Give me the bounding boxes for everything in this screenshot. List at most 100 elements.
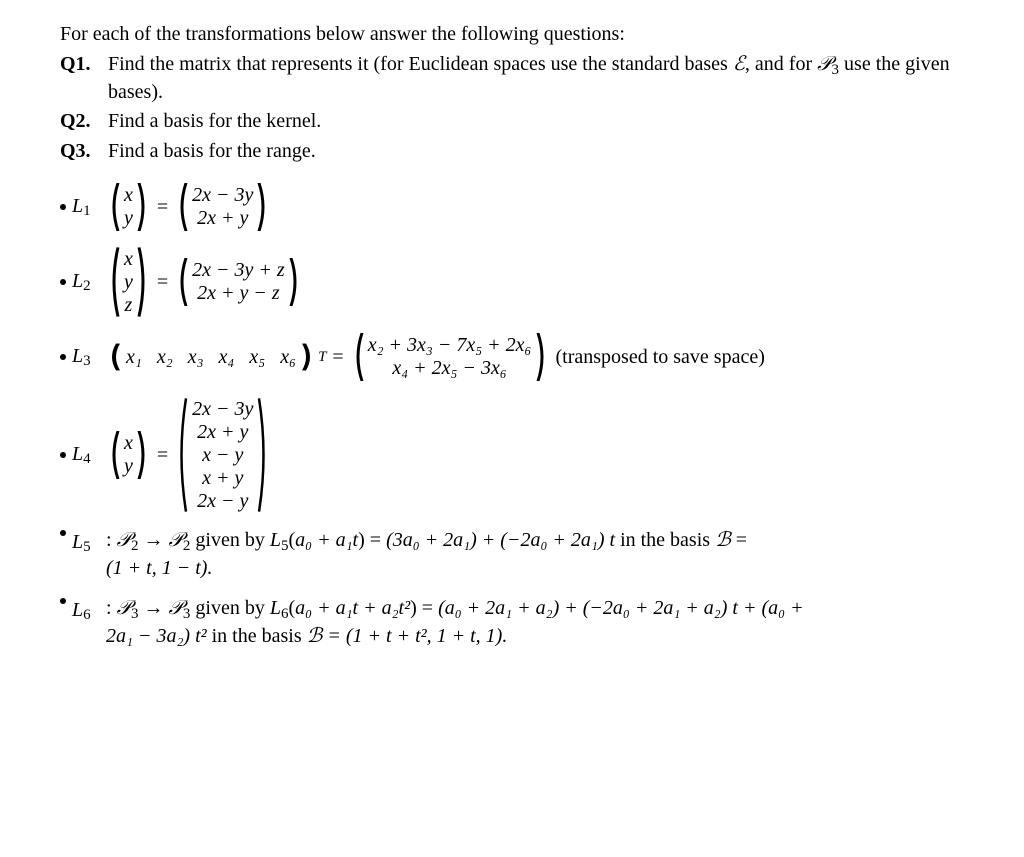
L4-eq: = bbox=[157, 443, 168, 469]
L3-x5: x₅ bbox=[249, 346, 265, 368]
L4-rhs-r1: 2x − 3y bbox=[190, 398, 255, 421]
item-L4: L4 x y = 2x − 3y 2x + y x − y x + y 2x bbox=[60, 396, 976, 514]
L3-label: L3 bbox=[60, 344, 106, 371]
L3-sub: 3 bbox=[83, 353, 91, 369]
L1-lhs-r2: y bbox=[122, 207, 135, 230]
L3-lhs-row-vector: x₁ x₂ x₃ x₄ x₅ x₆ bbox=[108, 343, 314, 371]
L6-fn-rhs1: (a₀ + 2a₁ + a₂) + (−2a₀ + 2a₁ + a₂) t + … bbox=[438, 597, 804, 619]
L1-lhs-r1: x bbox=[122, 184, 135, 207]
L4-lhs-r1: x bbox=[122, 432, 135, 455]
L5-basis-B: ℬ bbox=[715, 529, 731, 551]
L1-formula: x y = 2x − 3y 2x + y bbox=[106, 182, 976, 232]
q1-part-b: , and for bbox=[745, 53, 817, 75]
L6-fn-rhs2: 2a₁ − 3a₂) t² bbox=[106, 625, 207, 647]
L6-fn-name: L bbox=[270, 597, 281, 619]
L1-rhs-r1: 2x − 3y bbox=[190, 184, 255, 207]
L3-x6: x₆ bbox=[280, 346, 296, 368]
L3-formula: x₁ x₂ x₃ x₄ x₅ x₆ T = x₂ + 3x₃ − 7x₅ + 2… bbox=[106, 332, 976, 382]
L5-fn-arg: a₀ + a₁t bbox=[295, 529, 358, 551]
L4-rhs-r2: 2x + y bbox=[190, 421, 255, 444]
L4-rhs-vector: 2x − 3y 2x + y x − y x + y 2x − y bbox=[176, 396, 269, 514]
L6-fn-arg: a₀ + a₁t + a₂t² bbox=[295, 597, 410, 619]
L5-arrow: → bbox=[138, 529, 168, 551]
question-3: Q3. Find a basis for the range. bbox=[60, 139, 976, 165]
L3-rhs-r2: x₄ + 2x₅ − 3x₆ bbox=[366, 357, 534, 380]
L5-name: L bbox=[72, 531, 83, 553]
L2-lhs-r3: z bbox=[122, 294, 135, 317]
L1-name: L bbox=[72, 195, 83, 217]
question-1: Q1. Find the matrix that represents it (… bbox=[60, 52, 976, 106]
bullet-icon bbox=[60, 279, 66, 285]
L1-label: L1 bbox=[60, 194, 106, 221]
q1-label: Q1. bbox=[60, 52, 108, 106]
L2-name: L bbox=[72, 270, 83, 292]
L4-lhs-vector: x y bbox=[108, 430, 149, 480]
L3-x1: x₁ bbox=[126, 346, 142, 368]
L5-colon: : bbox=[106, 529, 117, 551]
L4-lhs-r2: y bbox=[122, 455, 135, 478]
L3-x2: x₂ bbox=[157, 346, 173, 368]
L2-rhs-vector: 2x − 3y + z 2x + y − z bbox=[176, 257, 301, 307]
L5-sub: 5 bbox=[83, 539, 91, 555]
q1-part-a: Find the matrix that represents it (for … bbox=[108, 53, 733, 75]
L6-colon: : bbox=[106, 597, 117, 619]
q1-script-E: ℰ bbox=[733, 53, 745, 75]
L6-given-by: given by bbox=[190, 597, 269, 619]
q2-text: Find a basis for the kernel. bbox=[108, 109, 976, 135]
L4-rhs-r4: x + y bbox=[190, 467, 255, 490]
L1-rhs-r2: 2x + y bbox=[190, 207, 255, 230]
L5-fn-rhs: (3a₀ + 2a₁) + (−2a₀ + 2a₁) t bbox=[386, 529, 615, 551]
L1-rhs-vector: 2x − 3y 2x + y bbox=[176, 182, 269, 232]
L1-lhs-vector: x y bbox=[108, 182, 149, 232]
L4-sub: 4 bbox=[83, 451, 91, 467]
page: For each of the transformations below an… bbox=[0, 0, 1024, 857]
q3-text: Find a basis for the range. bbox=[108, 139, 976, 165]
L4-label: L4 bbox=[60, 442, 106, 469]
L6-label: L6 bbox=[60, 596, 106, 650]
item-L2: L2 x y z = 2x − 3y + z 2x + y − z bbox=[60, 246, 976, 318]
L6-to-P: 𝒫 bbox=[168, 597, 182, 619]
L3-x4: x₄ bbox=[219, 346, 235, 368]
L2-eq: = bbox=[157, 270, 168, 296]
L3-x3: x₃ bbox=[188, 346, 204, 368]
bullet-icon bbox=[60, 530, 66, 536]
L5-fn-sub: 5 bbox=[281, 538, 289, 554]
q1-script-P: 𝒫 bbox=[817, 53, 831, 75]
L6-fn-sub: 6 bbox=[281, 606, 289, 622]
question-2: Q2. Find a basis for the kernel. bbox=[60, 109, 976, 135]
L2-lhs-r2: y bbox=[122, 271, 135, 294]
L5-to-P: 𝒫 bbox=[168, 529, 182, 551]
item-L6: L6 : 𝒫3 → 𝒫3 given by L6(a₀ + a₁t + a₂t²… bbox=[60, 596, 976, 650]
L4-rhs-r3: x − y bbox=[190, 444, 255, 467]
L5-from-P: 𝒫 bbox=[117, 529, 131, 551]
L5-basis-lead: in the basis bbox=[615, 529, 715, 551]
L3-rhs-vector: x₂ + 3x₃ − 7x₅ + 2x₆ x₄ + 2x₅ − 3x₆ bbox=[352, 332, 548, 382]
L6-basis-lead: in the basis bbox=[207, 625, 307, 647]
q1-text: Find the matrix that represents it (for … bbox=[108, 52, 976, 106]
L6-name: L bbox=[72, 599, 83, 621]
L3-note: (transposed to save space) bbox=[556, 345, 765, 371]
intro-text: For each of the transformations below an… bbox=[60, 22, 976, 48]
q3-label: Q3. bbox=[60, 139, 108, 165]
L3-rhs-r1: x₂ + 3x₃ − 7x₅ + 2x₆ bbox=[366, 334, 534, 357]
L5-given-by: given by bbox=[190, 529, 269, 551]
L5-label: L5 bbox=[60, 528, 106, 582]
L1-eq: = bbox=[157, 195, 168, 221]
q2-label: Q2. bbox=[60, 109, 108, 135]
L2-label: L2 bbox=[60, 269, 106, 296]
L3-transpose: T bbox=[318, 348, 326, 367]
L5-basis-eq: (1 + t, 1 − t). bbox=[106, 557, 212, 579]
L6-basis-B: ℬ bbox=[307, 625, 323, 647]
item-L5: L5 : 𝒫2 → 𝒫2 given by L5(a₀ + a₁t) = (3a… bbox=[60, 528, 976, 582]
q1-script-P-sub: 3 bbox=[832, 61, 840, 77]
bullet-icon bbox=[60, 204, 66, 210]
L2-rhs-r1: 2x − 3y + z bbox=[190, 259, 287, 282]
L4-rhs-r5: 2x − y bbox=[190, 490, 255, 513]
bullet-icon bbox=[60, 598, 66, 604]
item-L1: L1 x y = 2x − 3y 2x + y bbox=[60, 182, 976, 232]
bullet-icon bbox=[60, 354, 66, 360]
L2-rhs-r2: 2x + y − z bbox=[190, 282, 287, 305]
bullet-icon bbox=[60, 452, 66, 458]
L4-name: L bbox=[72, 443, 83, 465]
L4-formula: x y = 2x − 3y 2x + y x − y x + y 2x − y bbox=[106, 396, 976, 514]
